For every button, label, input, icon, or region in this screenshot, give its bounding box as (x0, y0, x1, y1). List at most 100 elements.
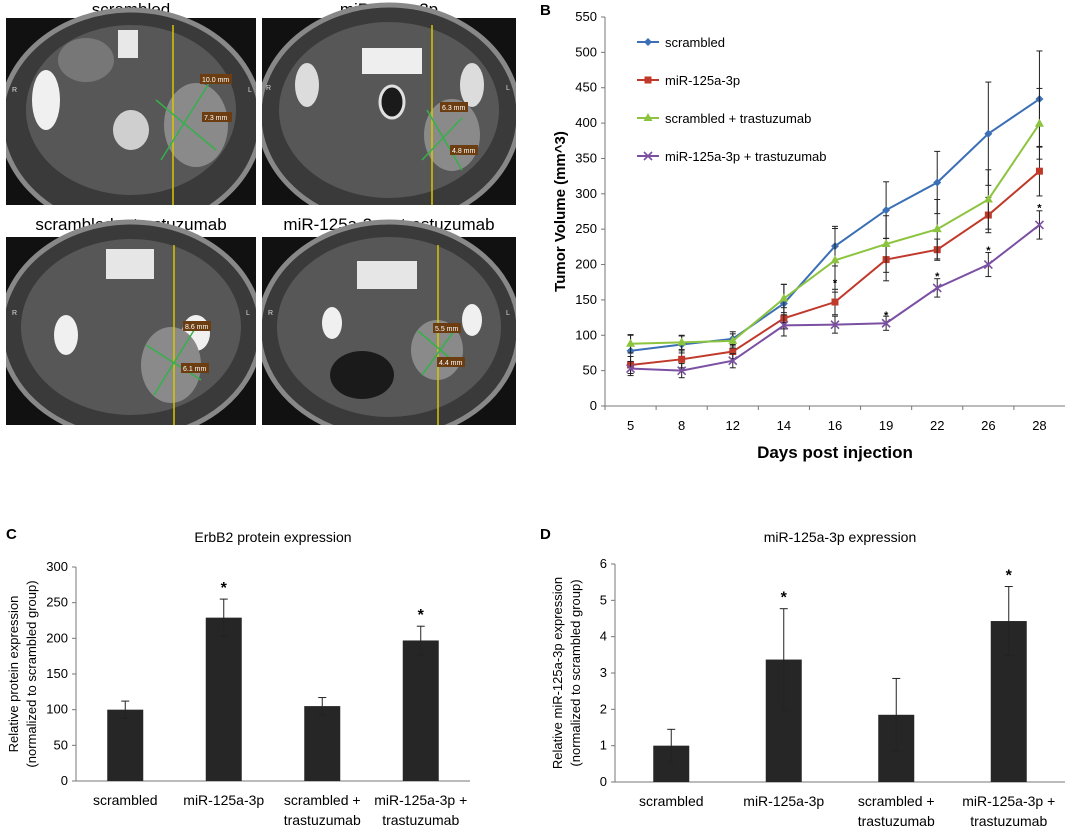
x-tick-label: 28 (1032, 418, 1046, 433)
svg-text:4.8 mm: 4.8 mm (452, 148, 476, 155)
ct-scan-image: R L 10.0 mm 7.3 mm (6, 7, 256, 205)
data-point (933, 178, 942, 187)
significance-marker: * (986, 245, 991, 257)
x-tick-label: scrambled + (858, 793, 935, 809)
y-tick-label: 150 (575, 292, 597, 307)
significance-marker: * (884, 310, 889, 322)
significance-marker: * (833, 278, 838, 290)
x-axis-title: Days post injection (757, 443, 913, 462)
y-tick-label: 50 (54, 737, 68, 752)
significance-marker: * (418, 607, 425, 624)
x-tick-label: trastuzumab (382, 812, 459, 828)
y-tick-label: 0 (590, 398, 597, 413)
bar (304, 706, 341, 781)
panel-label-b: B (540, 2, 551, 19)
data-point (625, 363, 636, 374)
legend-label: scrambled + trastuzumab (665, 111, 811, 126)
ct-scan-image: R L 6.3 mm 4.8 mm (262, 2, 516, 205)
data-point (728, 335, 738, 344)
x-tick-label: scrambled (639, 793, 704, 809)
y-tick-label: 500 (575, 44, 597, 59)
x-tick-label: 22 (930, 418, 944, 433)
x-tick-label: 12 (726, 418, 740, 433)
significance-marker: * (935, 271, 940, 283)
data-point (677, 337, 687, 346)
y-axis-title: Tumor Volume (mm^3) (552, 131, 569, 292)
svg-text:8.6 mm: 8.6 mm (185, 324, 209, 331)
y-tick-label: 300 (575, 186, 597, 201)
x-tick-label: trastuzumab (858, 813, 935, 829)
y-tick-label: 400 (575, 115, 597, 130)
significance-marker: * (781, 590, 788, 607)
svg-text:L: L (506, 310, 510, 317)
svg-text:L: L (506, 85, 510, 92)
data-point (1035, 167, 1043, 175)
data-point (881, 239, 891, 248)
significance-marker: * (1037, 203, 1042, 215)
svg-text:L: L (246, 310, 250, 317)
data-point (729, 348, 737, 356)
x-tick-label: miR-125a-3p (183, 792, 264, 808)
x-tick-label: 19 (879, 418, 893, 433)
data-point (678, 355, 686, 363)
significance-marker: * (221, 580, 228, 597)
y-axis-subtitle: (normalized to scrambled group) (568, 579, 583, 766)
svg-text:4.4 mm: 4.4 mm (439, 360, 463, 367)
svg-text:5.5 mm: 5.5 mm (435, 326, 459, 333)
y-tick-label: 450 (575, 80, 597, 95)
ct-panel-mir125a3p: miR-125a-3p R L 6.3 mm 4.8 mm (262, 0, 516, 205)
data-point (932, 224, 942, 233)
chart-title: ErbB2 protein expression (194, 529, 351, 545)
data-point (932, 283, 942, 293)
data-point (728, 356, 738, 366)
x-tick-label: scrambled + (284, 792, 361, 808)
svg-text:6.1 mm: 6.1 mm (183, 366, 207, 373)
legend-label: miR-125a-3p (665, 73, 740, 88)
y-tick-label: 150 (46, 666, 68, 681)
x-tick-label: 14 (777, 418, 791, 433)
y-tick-label: 3 (600, 665, 607, 680)
y-tick-label: 0 (61, 773, 68, 788)
ct-panel-scrambled: scrambled R L 10.0 mm 7.3 mm (6, 0, 256, 205)
y-tick-label: 1 (600, 738, 607, 753)
data-point (983, 194, 993, 203)
x-tick-label: miR-125a-3p + (374, 792, 467, 808)
x-tick-label: trastuzumab (284, 812, 361, 828)
y-tick-label: 100 (46, 702, 68, 717)
x-tick-label: 26 (981, 418, 995, 433)
y-axis-title: Relative miR-125a-3p expression (550, 577, 565, 769)
data-point (779, 293, 789, 302)
x-tick-label: 16 (828, 418, 842, 433)
y-tick-label: 350 (575, 150, 597, 165)
y-tick-label: 0 (600, 774, 607, 789)
svg-text:L: L (248, 87, 252, 94)
legend-marker (643, 151, 653, 161)
x-tick-label: miR-125a-3p (743, 793, 824, 809)
y-tick-label: 200 (575, 257, 597, 272)
y-tick-label: 4 (600, 629, 607, 644)
bar (205, 617, 242, 781)
data-point (830, 320, 840, 330)
legend-label: scrambled (665, 35, 725, 50)
data-point (1034, 118, 1044, 127)
data-point (881, 318, 891, 328)
y-axis-subtitle: (normalized to scrambled group) (24, 580, 39, 767)
legend-marker (644, 76, 652, 84)
svg-text:R: R (268, 310, 273, 317)
y-tick-label: 2 (600, 701, 607, 716)
y-tick-label: 5 (600, 592, 607, 607)
ct-panel-mir125a3p-trastuzumab: miR-125a-3p + trastuzumab R L 5.5 mm 4.4… (262, 215, 516, 425)
y-tick-label: 200 (46, 630, 68, 645)
svg-text:R: R (12, 87, 17, 94)
significance-marker: * (1006, 568, 1013, 585)
bar (107, 709, 144, 781)
x-tick-label: 5 (627, 418, 634, 433)
y-tick-label: 50 (583, 363, 597, 378)
data-point (983, 259, 993, 270)
mir125a3p-expression-bar-chart: miR-125a-3p expression 0 1 2 3 4 5 6 Relative mi… (550, 529, 1065, 829)
data-point (1034, 220, 1045, 230)
ct-scan-image: R L 8.6 mm 6.1 mm (6, 219, 256, 425)
y-tick-label: 6 (600, 556, 607, 571)
data-point (831, 298, 839, 306)
x-tick-label: 8 (678, 418, 685, 433)
